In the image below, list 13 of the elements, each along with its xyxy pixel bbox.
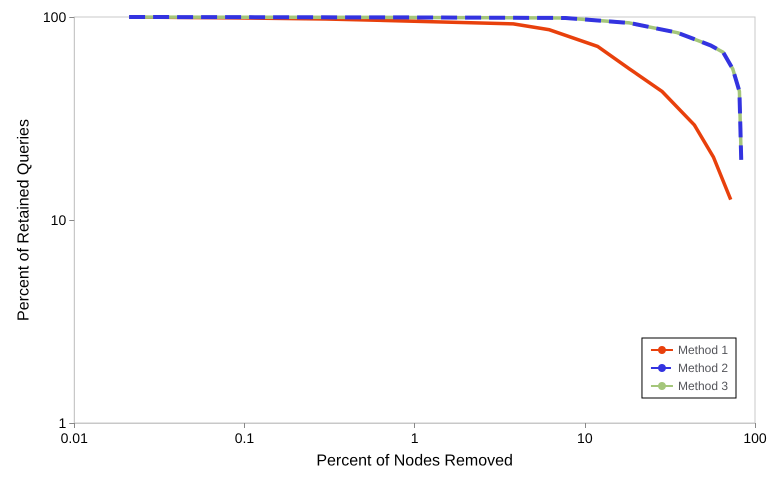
x-tick-label: 1: [410, 430, 419, 446]
x-axis-title: Percent of Nodes Removed: [316, 452, 513, 470]
y-axis-title: Percent of Retained Queries: [16, 119, 32, 321]
x-tick-label: 0.1: [234, 430, 254, 446]
legend-label: Method 3: [678, 379, 728, 393]
y-tick-label: 100: [42, 9, 66, 25]
x-tick-label: 0.01: [60, 430, 88, 446]
y-tick-label: 1: [58, 415, 66, 431]
x-tick-label: 10: [577, 430, 593, 446]
legend-label: Method 1: [678, 343, 728, 357]
y-tick-label: 10: [50, 212, 66, 228]
legend-label: Method 2: [678, 361, 728, 375]
x-tick-label: 100: [743, 430, 767, 446]
